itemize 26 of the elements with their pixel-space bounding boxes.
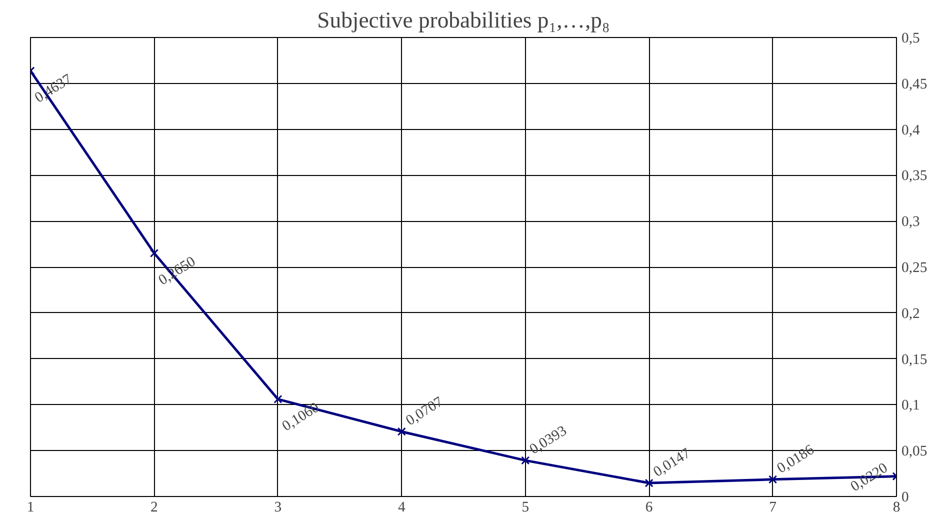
x-tick-label: 6 <box>645 500 653 516</box>
y-tick-label: 0,5 <box>902 30 920 46</box>
x-tick-label: 8 <box>892 500 900 516</box>
y-tick-label: 0,4 <box>902 122 920 138</box>
x-tick-label: 7 <box>769 500 776 516</box>
y-tick-label: 0,05 <box>902 444 928 460</box>
y-tick-label: 0,2 <box>902 306 920 322</box>
y-tick-label: 0,3 <box>902 214 920 230</box>
point <box>521 456 530 465</box>
point <box>644 478 654 488</box>
point <box>150 248 158 258</box>
y-tick-label: 0,1 <box>902 398 920 414</box>
x-tick-label: 2 <box>150 500 158 516</box>
point <box>397 427 406 436</box>
point <box>274 394 282 404</box>
x-tick-label: 3 <box>274 500 282 516</box>
y-tick-label: 0,45 <box>902 76 928 92</box>
y-tick-label: 0,15 <box>902 352 928 368</box>
y-tick-label: 0 <box>902 490 909 506</box>
x-tick-label: 4 <box>398 500 406 516</box>
y-tick-label: 0,35 <box>902 168 928 184</box>
point <box>768 475 778 484</box>
x-tick-label: 5 <box>522 500 530 516</box>
x-tick-label: 1 <box>26 500 34 516</box>
y-tick-label: 0,25 <box>902 260 928 276</box>
chart-title: Subjective probabilities p₁,…,p₈ <box>317 8 610 32</box>
